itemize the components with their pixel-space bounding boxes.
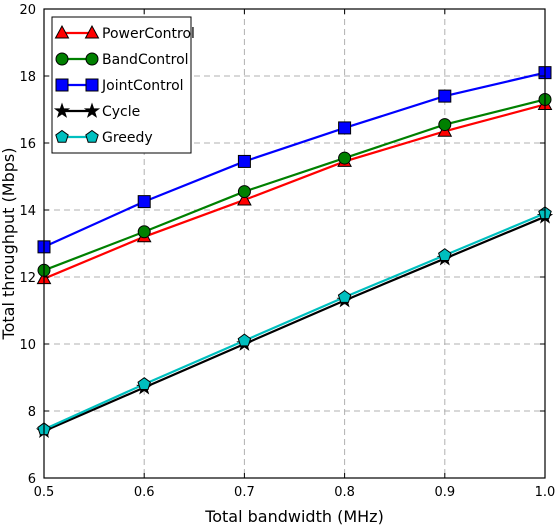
legend-item: BandControl [55,52,189,68]
legend-marker [85,52,99,66]
series-line [43,98,546,272]
data-point [237,154,251,168]
legend-marker [55,52,69,66]
legend: PowerControl BandControl JointControl Cycle… [51,16,195,154]
y-tick-label: 20 [19,3,36,18]
series-line [43,71,546,248]
data-point [137,377,151,390]
y-tick-label: 10 [19,338,36,353]
data-point [237,191,252,206]
x-tick-label: 0.5 [34,485,55,500]
legend-item: PowerControl [54,24,195,42]
plot-area-frame [43,8,546,479]
data-point [438,118,452,132]
y-tick-label: 6 [28,472,36,487]
y-tick-label: 18 [19,70,36,85]
legend-marker [85,129,99,143]
legend-marker [85,78,99,92]
y-tick-label: 8 [28,405,36,420]
legend-item: Greedy [55,129,153,146]
data-point [237,185,251,199]
data-point [137,195,151,209]
x-tick-label: 0.9 [434,485,455,500]
data-point [338,151,352,165]
y-tick-label: 14 [19,204,36,219]
data-point [338,121,352,135]
series-lines [35,66,554,438]
data-point [438,248,452,261]
series-bandcontrol [37,92,552,277]
legend-label: Cycle [102,104,140,120]
series-line [43,212,546,431]
legend-label: PowerControl [102,26,195,42]
y-axis-label: Total throughput (Mbps) [0,148,18,341]
series-line [43,215,546,433]
y-tick-label: 12 [19,271,36,286]
legend-marker [83,102,101,118]
legend-label: JointControl [101,78,184,94]
x-tick-label: 1.0 [535,485,556,500]
legend-marker [84,24,100,39]
legend-marker [55,78,69,92]
series-line [43,103,546,280]
x-axis-label: Total bandwidth (MHz) [204,507,384,526]
data-point [438,89,452,103]
y-tick-label: 16 [19,137,36,152]
x-tick-label: 0.8 [334,485,355,500]
x-tick-label: 0.7 [234,485,255,500]
legend-item: JointControl [55,78,184,94]
data-point [137,225,151,239]
series-greedy [37,206,552,436]
data-point [237,333,252,347]
legend-item: Cycle [53,102,140,120]
legend-label: Greedy [102,130,153,146]
data-point [337,289,352,303]
legend-marker [53,102,71,118]
x-tick-label: 0.6 [134,485,155,500]
legend-label: BandControl [102,52,189,68]
legend-marker [55,129,69,143]
legend-marker [54,24,70,39]
series-jointcontrol [37,66,552,254]
axis-ticks: 0.5 0.6 0.7 0.8 0.9 1.0 6 8 10 12 14 16 18 20 [19,3,555,500]
